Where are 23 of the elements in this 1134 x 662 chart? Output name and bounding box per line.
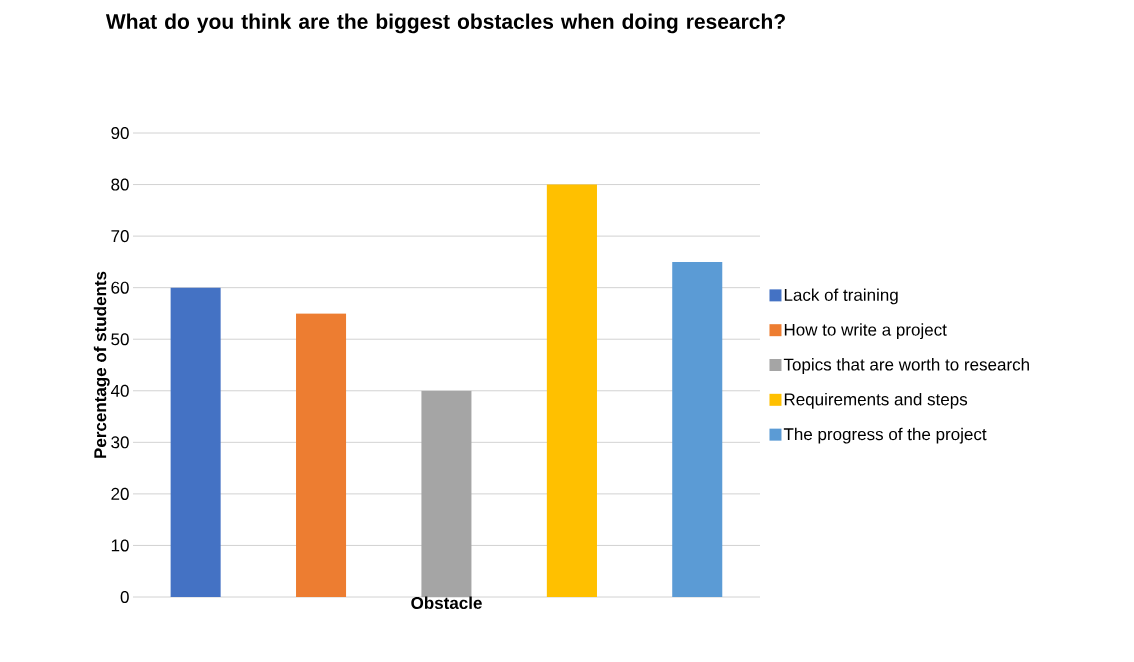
- legend-label: Lack of training: [784, 288, 898, 305]
- legend-label: How to write a project: [784, 323, 947, 340]
- legend-label: Requirements and steps: [784, 392, 968, 409]
- chart-title: What do you think are the biggest obstacles when doing research?: [105, 13, 785, 34]
- bar: [170, 287, 221, 597]
- legend-label: The progress of the project: [783, 427, 987, 444]
- y-axis-title: Percentage of students: [93, 271, 110, 458]
- bar: [421, 390, 472, 597]
- y-tick-label: 80: [111, 178, 129, 191]
- legend-label: Topics that are worth to research: [783, 358, 1029, 374]
- x-axis-title: Obstacle: [411, 596, 482, 610]
- bar: [296, 313, 347, 597]
- bar: [546, 184, 597, 597]
- y-tick-label: 50: [111, 333, 129, 346]
- y-tick-label: 0: [120, 590, 129, 604]
- y-tick-label: 60: [111, 281, 129, 294]
- y-tick-label: 10: [111, 539, 129, 552]
- y-tick-label: 30: [111, 436, 129, 449]
- y-tick-label: 20: [111, 487, 129, 500]
- y-tick-label: 40: [110, 384, 129, 397]
- bar: [672, 261, 723, 597]
- y-tick-label: 90: [111, 126, 129, 140]
- y-tick-label: 70: [111, 230, 129, 243]
